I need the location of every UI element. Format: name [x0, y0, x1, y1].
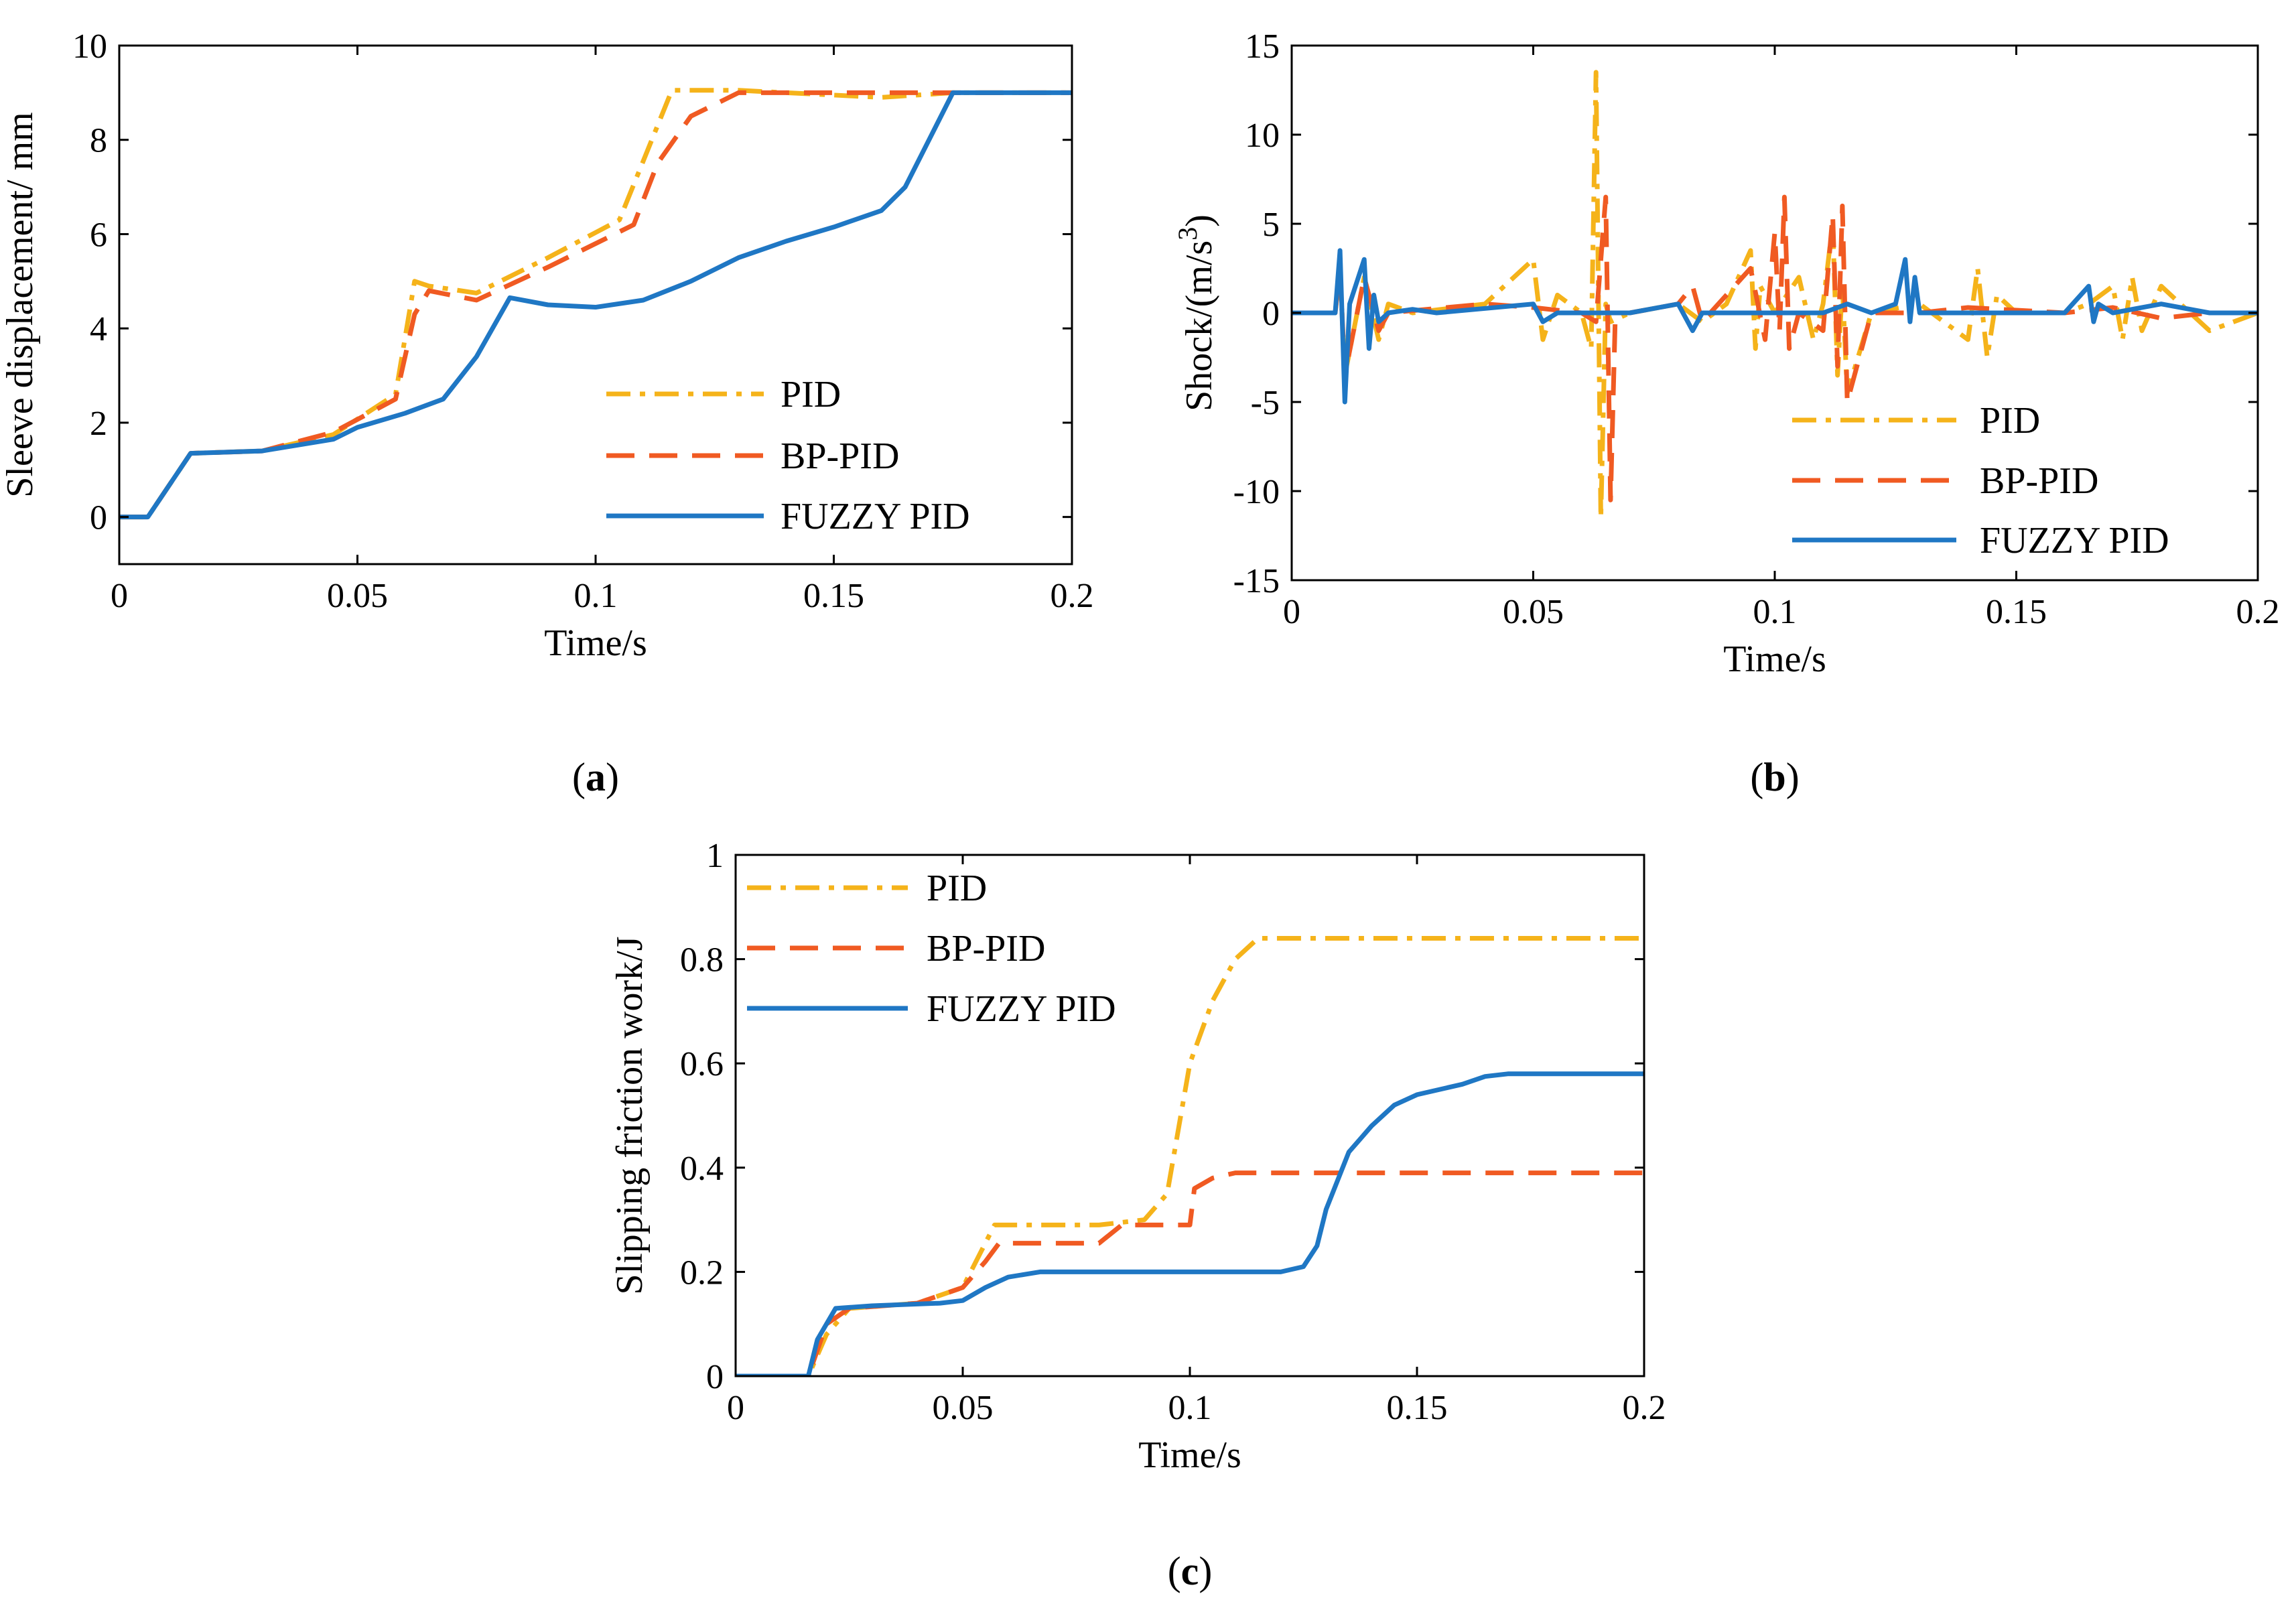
chart-panel-c: 0 0.05 0.1 0.15 0.2 0 0.2 0.4 0.6 0.8 1 Time/s Slipp… — [609, 837, 1666, 1593]
series-group — [1292, 70, 2258, 521]
legend-label: BP-PID — [1980, 460, 2098, 502]
series-line-fuzzy-pid — [1292, 248, 2258, 405]
y-axis-label-superscript: 3 — [1172, 227, 1203, 241]
x-tick-label: 0.2 — [1051, 577, 1094, 615]
y-tick-label: 2 — [90, 405, 107, 443]
plot-frame — [734, 854, 1645, 1377]
series-group — [736, 936, 1644, 1376]
panel-label-letter: a — [586, 755, 606, 799]
y-tick-label: 0.2 — [680, 1254, 724, 1292]
x-axis-label: Time/s — [1723, 638, 1826, 680]
x-tick-label: 0.05 — [1503, 593, 1564, 631]
legend-label: BP-PID — [781, 435, 899, 477]
legend-label: PID — [927, 868, 987, 909]
series-line-bp-pid — [736, 1170, 1644, 1376]
panel-label: (a) — [572, 755, 619, 799]
x-tick-label: 0.2 — [2236, 593, 2280, 631]
panel-label-close: ) — [606, 755, 619, 799]
x-tick-label: 0 — [1283, 593, 1300, 631]
y-axis-label-main: Shock/(m/s — [1178, 241, 1220, 411]
panel-label-close: ) — [1199, 1549, 1212, 1593]
panel-label: (c) — [1168, 1549, 1213, 1593]
series-line-fuzzy-pid — [736, 1071, 1644, 1376]
y-tick-label: 5 — [1262, 206, 1280, 244]
legend-label: PID — [1980, 400, 2040, 442]
x-tick-label: 0.1 — [1168, 1389, 1212, 1427]
x-tick-label: 0.1 — [1753, 593, 1797, 631]
series-line-pid — [736, 936, 1644, 1376]
x-tick-label: 0.05 — [327, 577, 388, 615]
x-tick-label: 0.1 — [574, 577, 618, 615]
legend-label: FUZZY PID — [927, 988, 1116, 1030]
y-tick-label: 8 — [90, 122, 107, 160]
series-line-fuzzy-pid — [119, 90, 1072, 520]
y-tick-label: 1 — [706, 837, 724, 875]
y-tick-label: -5 — [1251, 384, 1280, 422]
y-axis-label: Sleeve displacement/ mm — [0, 112, 41, 497]
y-tick-label: -10 — [1233, 473, 1280, 511]
x-tick-label: 0.15 — [1387, 1389, 1448, 1427]
x-tick-label: 0.05 — [933, 1389, 994, 1427]
y-tick-label: 15 — [1245, 27, 1280, 66]
chart-panel-b: 0 0.05 0.1 0.15 0.2 -15 -10 -5 0 5 10 15 Time/s Shock… — [1172, 27, 2280, 799]
y-axis-label: Shock/(m/s3) — [1172, 214, 1220, 411]
x-tick-label: 0.2 — [1623, 1389, 1666, 1427]
panel-label-open: ( — [1750, 755, 1763, 799]
y-tick-label: 0.4 — [680, 1150, 724, 1188]
panel-label-letter: b — [1763, 755, 1785, 799]
series-line-pid — [1292, 70, 2258, 521]
panel-label-close: ) — [1786, 755, 1800, 799]
y-tick-label: 0 — [1262, 295, 1280, 333]
panel-label: (b) — [1750, 755, 1799, 799]
x-tick-label: 0 — [111, 577, 128, 615]
y-axis-label-end: ) — [1178, 214, 1220, 227]
x-axis-label: Time/s — [544, 622, 647, 664]
y-tick-label: -15 — [1233, 562, 1280, 600]
y-tick-label: 10 — [72, 27, 107, 66]
legend-label: FUZZY PID — [781, 496, 970, 537]
legend-label: PID — [781, 374, 841, 415]
y-tick-label: 0 — [706, 1358, 724, 1396]
legend-label: FUZZY PID — [1980, 520, 2169, 561]
y-tick-label: 0.6 — [680, 1045, 724, 1083]
x-tick-label: 0.15 — [1986, 593, 2047, 631]
y-tick-label: 0.8 — [680, 941, 724, 980]
y-tick-label: 4 — [90, 310, 107, 348]
y-tick-label: 10 — [1245, 117, 1280, 155]
y-axis-label: Slipping friction work/J — [609, 936, 651, 1294]
x-axis-label: Time/s — [1138, 1434, 1241, 1476]
x-tick-label: 0.15 — [803, 577, 864, 615]
panel-label-open: ( — [572, 755, 586, 799]
series-group — [119, 88, 1072, 520]
legend-label: BP-PID — [927, 928, 1045, 969]
y-tick-label: 0 — [90, 499, 107, 537]
legend: PID BP-PID FUZZY PID — [606, 374, 970, 537]
series-line-bp-pid — [1292, 194, 2258, 502]
chart-panel-a: 0 0.05 0.1 0.15 0.2 0 2 4 6 8 10 Time/s Sleeve displ… — [0, 27, 1094, 799]
legend: PID BP-PID FUZZY PID — [1792, 400, 2169, 561]
panel-label-letter: c — [1181, 1549, 1199, 1593]
legend: PID BP-PID FUZZY PID — [747, 868, 1116, 1030]
x-tick-label: 0 — [727, 1389, 744, 1427]
y-tick-label: 6 — [90, 216, 107, 254]
panel-label-open: ( — [1168, 1549, 1181, 1593]
